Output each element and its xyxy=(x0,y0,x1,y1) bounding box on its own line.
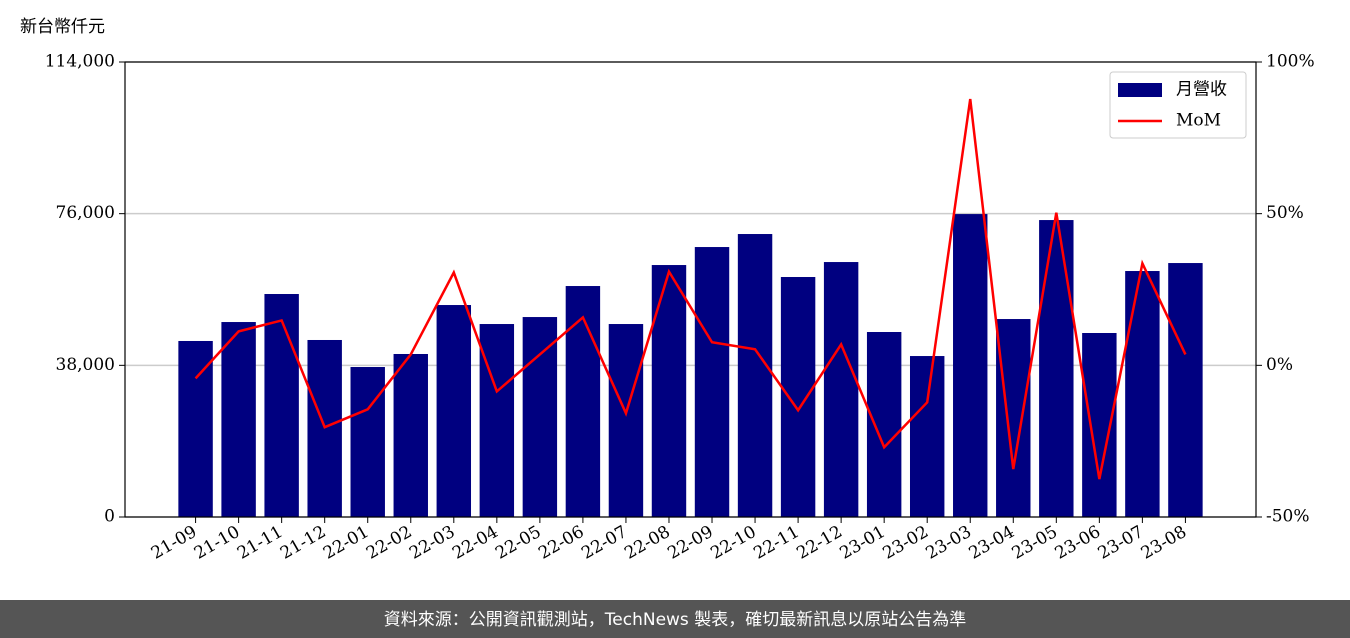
legend-swatch xyxy=(1118,83,1162,97)
bar xyxy=(264,294,299,517)
x-tick-label: 22-03 xyxy=(406,522,458,564)
bar xyxy=(522,317,558,517)
bar xyxy=(780,277,816,517)
x-tick-label: 21-12 xyxy=(277,522,329,564)
plot-frame xyxy=(124,61,1257,518)
footer: 資料來源：公開資訊觀測站，TechNews 製表，確切最新訊息以原站公告為準 xyxy=(384,610,966,630)
x-tick-label: 23-01 xyxy=(836,522,888,564)
x-tick-label: 22-12 xyxy=(793,522,845,564)
x-tick-label: 22-08 xyxy=(621,522,673,564)
bar xyxy=(1039,220,1074,518)
bar xyxy=(866,332,902,517)
bar xyxy=(651,265,687,517)
bar xyxy=(350,367,385,517)
bar xyxy=(953,214,988,517)
x-tick-label: 22-02 xyxy=(363,522,415,564)
y-tick-label: 76,000 xyxy=(56,203,115,223)
x-tick-label: 21-09 xyxy=(148,522,200,564)
legend-label: MoM xyxy=(1176,111,1221,131)
x-tick-label: 21-11 xyxy=(234,522,286,564)
bar xyxy=(565,286,601,517)
x-tick-label: 23-08 xyxy=(1138,522,1190,564)
x-tick-label: 22-06 xyxy=(535,522,587,564)
y2-tick-label: 50% xyxy=(1266,203,1304,223)
x-tick-label: 23-07 xyxy=(1095,522,1147,564)
footer-bar xyxy=(0,600,1350,638)
y2-tick-label: -50% xyxy=(1266,507,1310,527)
line xyxy=(194,98,1187,480)
x-tick-label: 22-07 xyxy=(578,522,630,564)
x-tick-label: 23-06 xyxy=(1052,522,1104,564)
y2-tick-label: 100% xyxy=(1266,52,1315,72)
x-tick-label: 22-09 xyxy=(664,522,716,564)
bar xyxy=(436,305,472,517)
y-tick-label: 0 xyxy=(104,507,115,527)
bar xyxy=(996,319,1031,517)
bar xyxy=(737,234,773,518)
y2-tick-label: 0% xyxy=(1266,355,1293,375)
x-tick-label: 23-05 xyxy=(1009,522,1061,564)
x-tick-label: 23-04 xyxy=(966,522,1018,564)
x-tick-label: 22-01 xyxy=(320,522,372,564)
x-tick-label: 23-03 xyxy=(923,522,975,564)
bar xyxy=(393,353,428,517)
bar xyxy=(608,324,644,517)
x-tick-label: 22-05 xyxy=(492,522,544,564)
x-tick-label: 22-04 xyxy=(449,522,501,564)
bar xyxy=(694,247,730,518)
bar xyxy=(1125,271,1160,517)
bar xyxy=(479,324,515,517)
bar xyxy=(178,340,213,517)
y-tick-label: 114,000 xyxy=(45,52,115,72)
x-tick-label: 22-10 xyxy=(707,522,759,564)
legend-label: 月營收 xyxy=(1176,80,1227,100)
bar xyxy=(1168,263,1203,517)
y-tick-label: 38,000 xyxy=(56,355,115,375)
y-axis-label: 新台幣仟元 xyxy=(20,17,105,37)
x-tick-label: 23-02 xyxy=(880,522,932,564)
x-tick-label: 21-10 xyxy=(191,522,243,564)
bar xyxy=(909,356,945,517)
x-tick-label: 22-11 xyxy=(750,522,802,564)
bar xyxy=(823,262,859,517)
bar xyxy=(221,322,256,517)
